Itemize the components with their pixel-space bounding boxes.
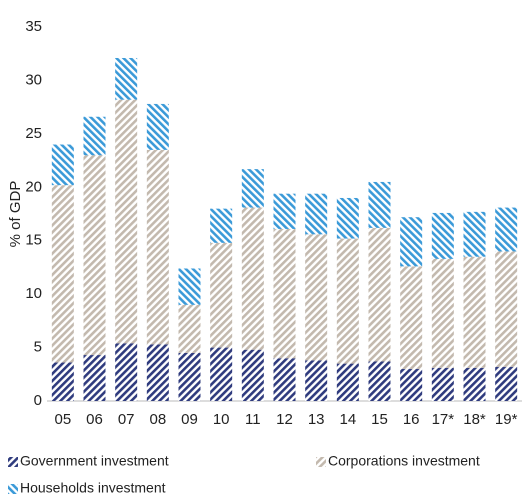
bar-segment: [431, 258, 454, 368]
bar-segment: [241, 169, 264, 208]
y-axis-label: % of GDP: [7, 181, 24, 248]
bar-segment: [115, 343, 138, 401]
bar-segment: [273, 193, 296, 229]
y-tick-label: 30: [25, 71, 42, 88]
legend-label: Households investment: [20, 480, 166, 496]
bar-segment: [368, 181, 391, 228]
x-tick-label: 16: [403, 411, 420, 428]
bar-segment: [495, 366, 518, 401]
bar-segment: [495, 207, 518, 252]
y-tick-label: 0: [34, 392, 42, 409]
x-tick-label: 15: [371, 411, 388, 428]
legend-swatch: [316, 457, 326, 467]
legend-label: Government investment: [20, 453, 169, 469]
bar-segment: [83, 355, 106, 401]
bar-segment: [241, 349, 264, 401]
bar-segment: [336, 363, 359, 401]
bar-segment: [210, 347, 233, 401]
bar-segment: [336, 197, 359, 239]
bar-segment: [368, 361, 391, 401]
x-tick-label: 19*: [495, 411, 518, 428]
y-tick-label: 20: [25, 178, 42, 195]
bar-segment: [463, 211, 486, 257]
bar-segment: [241, 207, 264, 350]
bar-segment: [210, 208, 233, 243]
bar-segment: [495, 251, 518, 367]
bar-segment: [178, 304, 201, 353]
bar-segment: [305, 360, 328, 401]
bar-segment: [146, 149, 169, 345]
bar-segment: [83, 155, 106, 356]
y-tick-label: 25: [25, 125, 42, 142]
bar-segment: [368, 227, 391, 362]
bar-segment: [273, 358, 296, 401]
y-tick-label: 10: [25, 285, 42, 302]
bar-segment: [51, 185, 74, 363]
x-tick-label: 11: [245, 411, 261, 428]
x-tick-label: 05: [54, 411, 71, 428]
bar-segment: [305, 234, 328, 361]
bar-segment: [83, 116, 106, 156]
bar-segment: [146, 103, 169, 150]
x-tick-label: 07: [118, 411, 135, 428]
bar-segment: [210, 242, 233, 348]
x-tick-label: 14: [339, 411, 356, 428]
bar-segment: [431, 367, 454, 401]
x-tick-label: 06: [86, 411, 103, 428]
bar-segment: [51, 362, 74, 401]
legend-swatch: [8, 484, 18, 494]
x-tick-label: 13: [308, 411, 325, 428]
bar-segment: [305, 193, 328, 235]
bar-segment: [115, 99, 138, 344]
bar-segment: [463, 256, 486, 368]
bar-segment: [431, 212, 454, 259]
bar-segment: [400, 266, 423, 369]
bar-segment: [400, 217, 423, 267]
bar-segment: [273, 228, 296, 359]
x-tick-label: 17*: [432, 411, 455, 428]
x-tick-label: 18*: [463, 411, 486, 428]
legend-swatch: [8, 457, 18, 467]
legend-label: Corporations investment: [328, 453, 480, 469]
x-tick-label: 08: [149, 411, 166, 428]
x-tick-label: 10: [213, 411, 230, 428]
x-tick-label: 09: [181, 411, 198, 428]
bar-segment: [51, 144, 74, 186]
bar-segment: [146, 344, 169, 401]
y-tick-label: 35: [25, 18, 42, 35]
bar-segment: [178, 268, 201, 305]
y-tick-label: 15: [25, 232, 42, 249]
bar-segment: [115, 57, 138, 100]
bar-segment: [400, 368, 423, 401]
bar-segment: [178, 352, 201, 401]
x-tick-label: 12: [276, 411, 293, 428]
y-tick-label: 5: [34, 339, 42, 356]
bar-segment: [336, 238, 359, 364]
bar-segment: [463, 367, 486, 401]
